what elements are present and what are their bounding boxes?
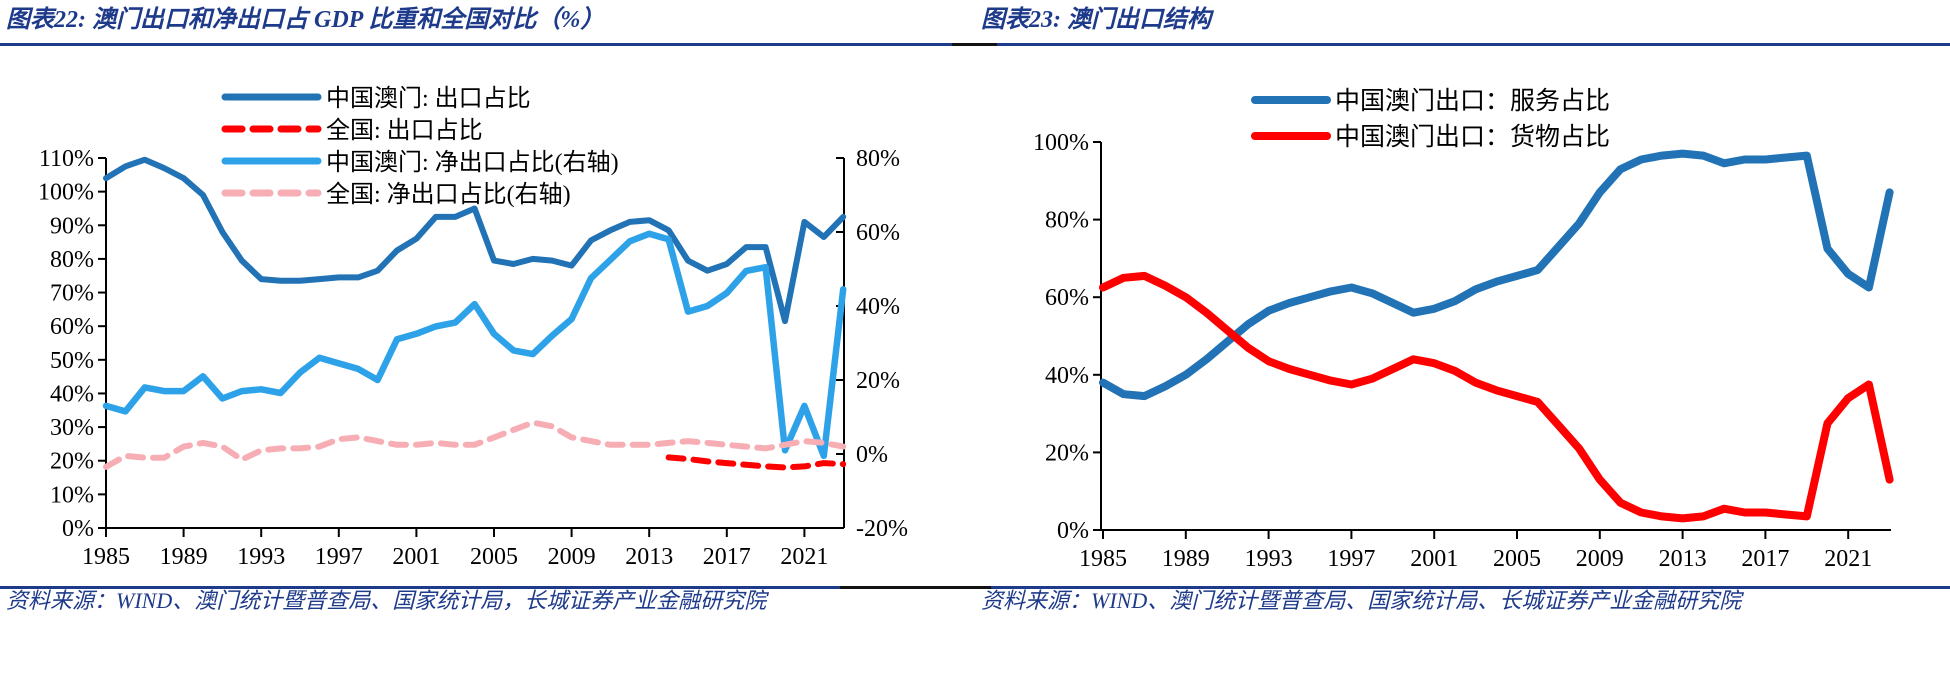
x-tick-label: 1985 [1079, 546, 1127, 572]
series-line-1 [1099, 271, 1894, 523]
chart23-title: 图表23: 澳门出口结构 [981, 7, 1211, 33]
x-tick-label: 2021 [1824, 546, 1872, 572]
series-line-0 [1099, 149, 1894, 401]
y-axis-left: 0% 10% 20% 30% 40% 50% 60% 70% 80% 90% 100% 110% [38, 146, 106, 542]
y-left-tick-label: 10% [50, 482, 94, 508]
legend-label: 中国澳门: 出口占比 [326, 85, 531, 112]
title-rule [0, 43, 975, 46]
y-left-tick-label: 0% [1057, 518, 1089, 544]
x-axis: 1985 1989 1993 1997 2001 2005 2009 2013 2017 2021 [82, 528, 828, 570]
y-left-tick-label: 50% [50, 348, 94, 374]
figure-23-footer: 资料来源：WIND、澳门统计暨普查局、国家统计局、长城证券产业金融研究院 [975, 586, 1950, 676]
x-tick-label: 2009 [1576, 546, 1624, 572]
x-tick-label: 2001 [1410, 546, 1458, 572]
chart-svg-23: 0% 20% 40% 60% 80% 100% 1985 1989 1993 1997 2001 20… [1033, 87, 1894, 572]
axes [1100, 142, 1891, 531]
x-tick-label: 2013 [625, 544, 673, 570]
x-tick-label: 1985 [82, 544, 130, 570]
x-tick-label: 2013 [1659, 546, 1707, 572]
y-left-tick-label: 30% [50, 415, 94, 441]
y-left-tick-label: 80% [50, 247, 94, 273]
y-left-tick-label: 90% [50, 213, 94, 239]
x-tick-label: 2005 [470, 544, 518, 570]
title-rule [975, 43, 1950, 46]
y-right-tick-label: 60% [856, 220, 900, 246]
source-note: 资料来源：WIND、澳门统计暨普查局、国家统计局、长城证券产业金融研究院 [981, 588, 1742, 613]
source-note: 资料来源：WIND、澳门统计暨普查局、国家统计局，长城证券产业金融研究院 [6, 588, 767, 613]
y-left-tick-label: 0% [62, 516, 94, 542]
legend-label: 全国: 净出口占比(右轴) [326, 181, 571, 208]
y-left-tick-label: 60% [50, 314, 94, 340]
source-rule [0, 586, 975, 589]
x-tick-label: 2017 [703, 544, 751, 570]
legend-label: 中国澳门: 净出口占比(右轴) [326, 149, 619, 176]
x-axis: 1985 1989 1993 1997 2001 2005 2009 2013 2017 2021 [1079, 530, 1872, 572]
x-tick-label: 2009 [548, 544, 596, 570]
y-left-tick-label: 80% [1045, 208, 1089, 234]
chart22-canvas: 0% 10% 20% 30% 40% 50% 60% 70% 80% 90% 100% 110% -20… [0, 46, 975, 576]
y-left-tick-label: 100% [38, 180, 94, 206]
y-left-tick-label: 40% [50, 381, 94, 407]
figure-23: 图表23: 澳门出口结构 0% 20% 40% 60% 80% 100% 1985 1989 1… [975, 0, 1950, 666]
y-axis-right: -20% 0% 20% 40% 60% 80% [836, 146, 908, 542]
x-tick-label: 1993 [1245, 546, 1293, 572]
y-left-tick-label: 60% [1045, 285, 1089, 311]
figure-23-header: 图表23: 澳门出口结构 [975, 0, 1950, 46]
y-right-tick-label: 80% [856, 146, 900, 172]
y-left-tick-label: 20% [1045, 440, 1089, 466]
source-rule [975, 586, 1950, 589]
x-tick-label: 2021 [780, 544, 828, 570]
x-tick-label: 1989 [160, 544, 208, 570]
y-right-tick-label: 20% [856, 368, 900, 394]
x-tick-label: 1997 [1327, 546, 1375, 572]
y-left-tick-label: 110% [39, 146, 94, 172]
x-tick-label: 1997 [315, 544, 363, 570]
chart-svg-22: 0% 10% 20% 30% 40% 50% 60% 70% 80% 90% 100% 110% -20… [38, 85, 908, 570]
y-left-tick-label: 100% [1033, 130, 1089, 156]
series-line-0 [103, 156, 847, 325]
y-left-tick-label: 20% [50, 449, 94, 475]
legend-label: 全国: 出口占比 [326, 117, 483, 144]
legend-label: 中国澳门出口：货物占比 [1335, 123, 1610, 151]
x-tick-label: 1989 [1162, 546, 1210, 572]
figure-22-header: 图表22: 澳门出口和净出口占 GDP 比重和全国对比（%） [0, 0, 975, 46]
series-line-1 [665, 454, 847, 471]
chart22-title: 图表22: 澳门出口和净出口占 GDP 比重和全国对比（%） [6, 7, 605, 33]
x-tick-label: 2017 [1741, 546, 1789, 572]
series-line-3 [103, 419, 847, 470]
x-tick-label: 2001 [392, 544, 440, 570]
legend-label: 中国澳门出口：服务占比 [1335, 87, 1610, 115]
y-right-tick-label: -20% [856, 516, 908, 542]
figure-22: 图表22: 澳门出口和净出口占 GDP 比重和全国对比（%） 0% 10% 20% 3… [0, 0, 975, 666]
y-axis-left: 0% 20% 40% 60% 80% 100% [1033, 130, 1101, 544]
x-tick-label: 2005 [1493, 546, 1541, 572]
series-line-2 [102, 230, 847, 460]
x-tick-label: 1993 [237, 544, 285, 570]
y-left-tick-label: 70% [50, 281, 94, 307]
y-left-tick-label: 40% [1045, 363, 1089, 389]
figure-22-footer: 资料来源：WIND、澳门统计暨普查局、国家统计局，长城证券产业金融研究院 [0, 586, 975, 676]
y-right-tick-label: 40% [856, 294, 900, 320]
y-right-tick-label: 0% [856, 442, 888, 468]
chart23-canvas: 0% 20% 40% 60% 80% 100% 1985 1989 1993 1997 2001 20… [975, 46, 1950, 576]
